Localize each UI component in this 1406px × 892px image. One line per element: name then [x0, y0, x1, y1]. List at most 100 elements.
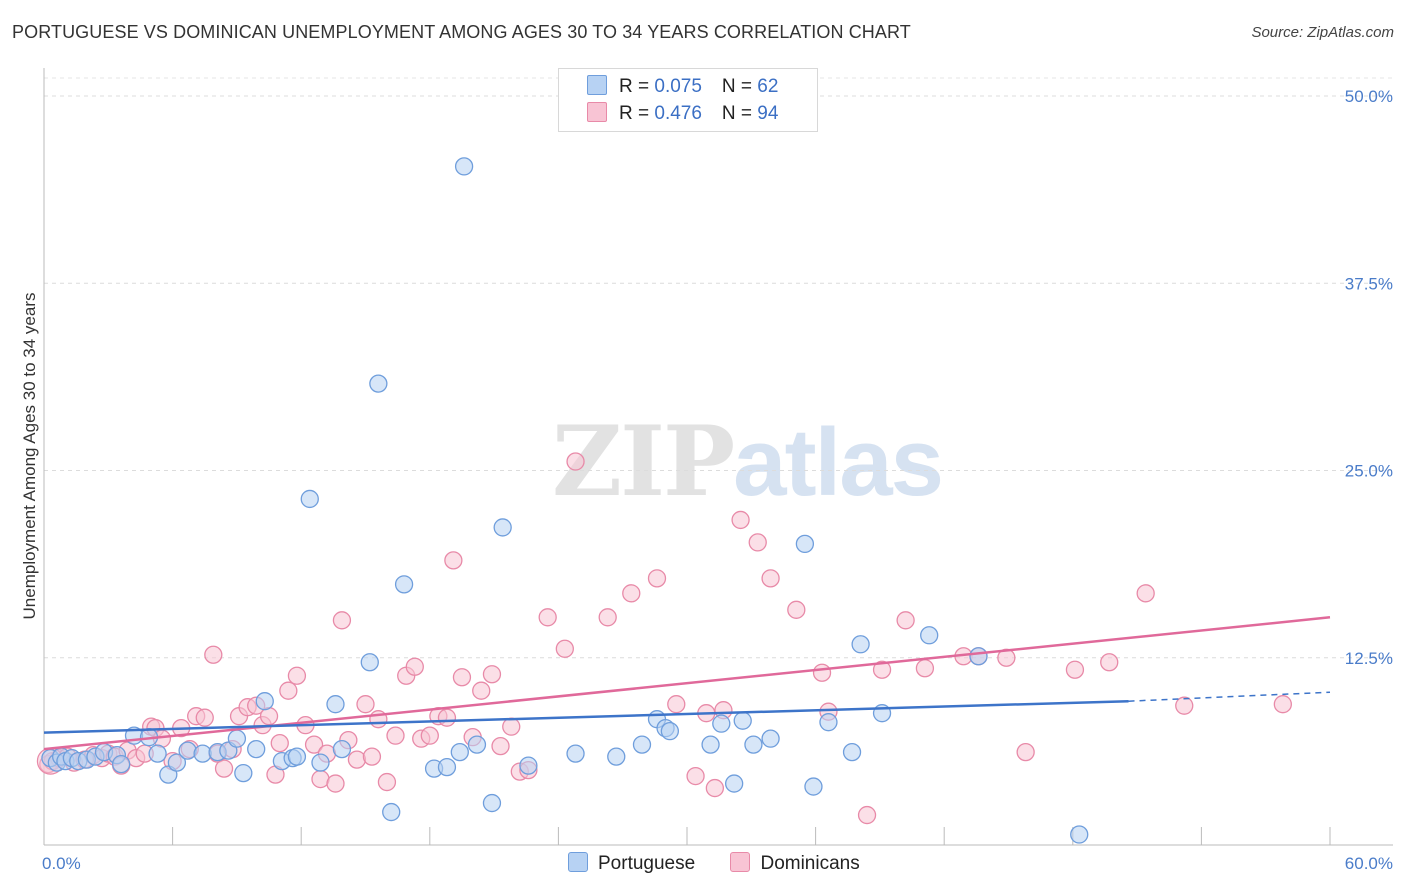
dominicans-point-83 [915, 659, 935, 678]
dominicans-point-91 [1175, 696, 1194, 715]
portuguese-point-54 [761, 729, 780, 748]
y-tick-label-0: 12.5% [1345, 649, 1393, 668]
portuguese-n-label: N = [721, 76, 758, 97]
portuguese-point-21 [234, 763, 253, 783]
portuguese-legend-label: Portuguese [598, 853, 696, 874]
portuguese-point-53 [744, 735, 763, 754]
dominicans-n-value: 94 [757, 103, 779, 124]
dominicans-point-65 [566, 452, 585, 471]
dominicans-point-68 [647, 569, 667, 588]
portuguese-point-44 [607, 747, 626, 766]
x-tick-label-min: 0.0% [42, 854, 81, 873]
dominicans-point-55 [452, 668, 472, 687]
portuguese-point-39 [467, 735, 487, 754]
portuguese-r-value: 0.075 [654, 76, 702, 97]
dominicans-point-46 [377, 772, 397, 792]
legend-row-portuguese: R = 0.075 N = 62 [587, 75, 778, 99]
portuguese-point-38 [454, 157, 474, 176]
portuguese-point-62 [969, 647, 988, 666]
chart-title: PORTUGUESE VS DOMINICAN UNEMPLOYMENT AMO… [12, 22, 911, 42]
portuguese-point-40 [482, 793, 502, 813]
legend-item-dominicans: Dominicans [730, 852, 860, 875]
dominicans-point-90 [1136, 584, 1155, 603]
portuguese-point-27 [300, 489, 319, 509]
dominicans-legend-label: Dominicans [760, 853, 860, 874]
dominicans-point-58 [482, 665, 502, 684]
dominicans-point-24 [214, 759, 234, 778]
dominicans-points [36, 452, 1292, 825]
portuguese-point-36 [437, 757, 457, 777]
x-tick-label-max: 60.0% [1345, 854, 1393, 873]
portuguese-point-48 [660, 722, 680, 741]
dominicans-point-72 [705, 778, 725, 798]
dominicans-point-89 [1100, 653, 1119, 672]
portuguese-point-55 [795, 534, 815, 554]
dominicans-point-74 [731, 510, 750, 530]
legend-row-dominicans: R = 0.476 N = 94 [587, 102, 778, 126]
portuguese-point-23 [255, 692, 274, 711]
dominicans-point-39 [326, 774, 345, 793]
dominicans-trend-line [43, 616, 1331, 751]
source-label: Source: ZipAtlas.com [1251, 24, 1394, 41]
trend-lines [43, 616, 1331, 751]
dominicans-point-43 [356, 695, 375, 714]
portuguese-point-59 [851, 635, 870, 654]
dominicans-point-81 [872, 660, 892, 679]
legend-item-portuguese: Portuguese [568, 852, 695, 875]
axes [43, 68, 1393, 846]
portuguese-point-41 [493, 518, 512, 537]
dominicans-point-57 [472, 681, 491, 700]
portuguese-point-29 [326, 695, 345, 714]
portuguese-point-51 [725, 774, 744, 793]
dominicans-point-70 [686, 766, 705, 786]
dominicans-point-75 [748, 533, 767, 552]
dominicans-point-33 [279, 681, 298, 700]
dominicans-n-label: N = [721, 103, 758, 124]
portuguese-point-26 [287, 747, 307, 766]
portuguese-point-16 [178, 741, 197, 760]
dominicans-point-59 [491, 736, 510, 756]
portuguese-r-label: R = [619, 76, 655, 97]
watermark-atlas: atlas [733, 409, 944, 516]
y-tick-labels: 12.5% 25.0% 37.5% 50.0% [1345, 87, 1393, 668]
portuguese-point-28 [311, 753, 330, 772]
series-legend: Portuguese Dominicans [568, 852, 890, 875]
dominicans-point-67 [622, 584, 641, 603]
dominicans-point-80 [857, 805, 877, 825]
dominicans-point-47 [386, 726, 405, 745]
portuguese-point-37 [450, 742, 469, 762]
portuguese-points [41, 157, 1089, 844]
dominicans-point-69 [667, 695, 686, 714]
portuguese-point-33 [382, 802, 401, 822]
dominicans-swatch [587, 102, 607, 122]
dominicans-point-34 [287, 666, 307, 685]
portuguese-point-49 [701, 735, 720, 754]
portuguese-point-10 [112, 754, 131, 774]
portuguese-point-15 [167, 753, 187, 772]
dominicans-point-64 [555, 639, 574, 658]
dominicans-point-63 [538, 608, 557, 627]
portuguese-n-value: 62 [757, 76, 779, 97]
portuguese-point-43 [566, 744, 585, 763]
portuguese-point-17 [193, 744, 212, 763]
portuguese-point-57 [819, 713, 838, 732]
portuguese-point-63 [1070, 825, 1089, 844]
dominicans-point-77 [787, 600, 806, 619]
dominicans-point-53 [437, 708, 457, 727]
dominicans-r-value: 0.476 [654, 103, 702, 124]
dominicans-point-78 [812, 663, 832, 682]
dominicans-point-42 [347, 750, 367, 769]
dominicans-point-60 [502, 717, 521, 736]
portuguese-point-52 [733, 711, 752, 730]
y-tick-label-1: 25.0% [1345, 462, 1393, 481]
portuguese-point-13 [148, 744, 167, 763]
dominicans-point-40 [332, 611, 352, 630]
dominicans-legend-swatch [730, 852, 751, 872]
dominicans-point-32 [270, 733, 289, 753]
dominicans-point-92 [1273, 695, 1292, 714]
dominicans-point-76 [761, 569, 780, 588]
dominicans-point-36 [304, 735, 324, 754]
portuguese-point-34 [394, 575, 414, 594]
portuguese-point-42 [519, 756, 538, 775]
portuguese-point-61 [920, 626, 939, 645]
